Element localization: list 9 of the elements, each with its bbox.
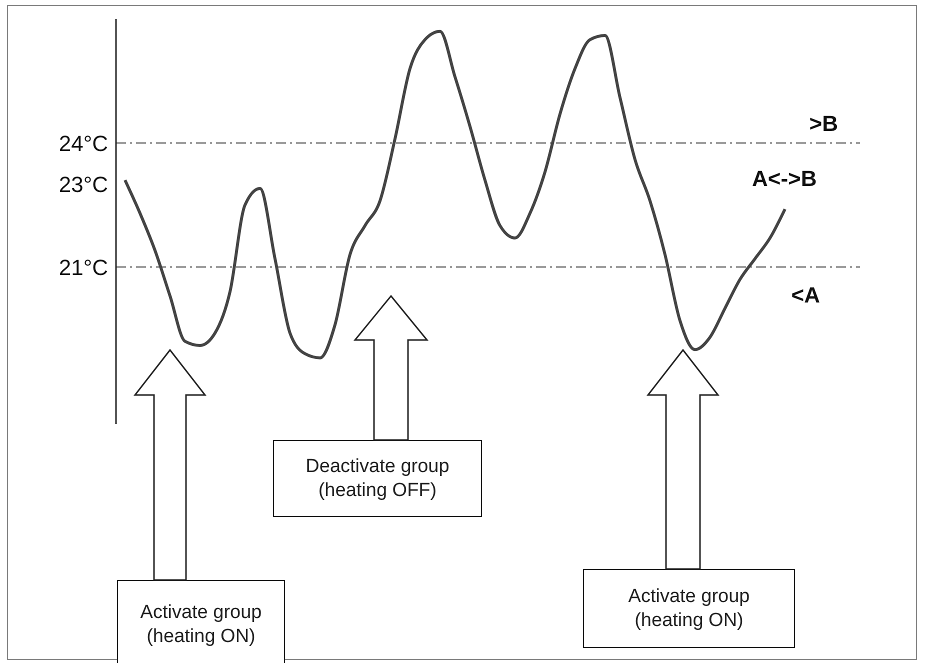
annotation: A<->B xyxy=(752,166,817,192)
y-tick-label: 23°C xyxy=(58,172,108,198)
text: Activate group (heating ON) xyxy=(139,601,263,649)
text: Deactivate group (heating OFF) xyxy=(304,454,450,502)
ref-line-label: <A xyxy=(791,282,820,308)
y-tick-label: 21°C xyxy=(58,254,108,280)
y-tick-label: 24°C xyxy=(58,130,108,156)
ref-line-label: >B xyxy=(809,110,838,136)
text: Activate group (heating ON) xyxy=(627,584,751,632)
